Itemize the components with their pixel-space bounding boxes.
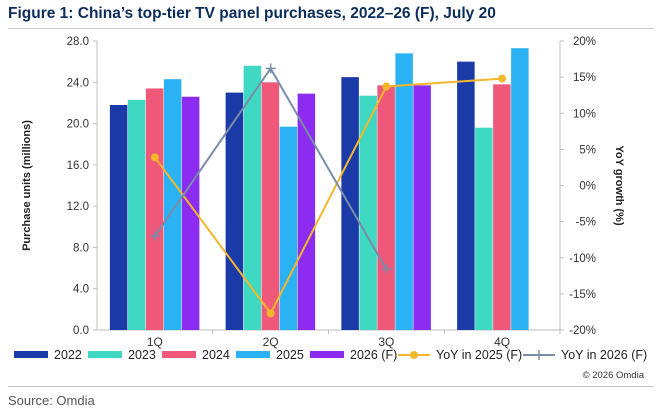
x-tick-label: 4Q [494,335,510,349]
bar [341,77,359,330]
y-axis-title: Purchase units (millions) [21,120,33,251]
legend-swatch [88,351,122,358]
figure-title: Figure 1: China’s top-tier TV panel purc… [8,5,496,22]
y2-tick-label: 0% [579,181,596,193]
bar [243,65,262,331]
y2-tick-label: 20% [573,36,596,48]
bar [261,82,280,331]
y2-tick-label: -20% [569,325,596,337]
y-tick-label: 28.0 [67,36,89,48]
legend-label: YoY in 2025 (F) [436,348,522,362]
x-tick-label: 2Q [263,335,279,349]
bar [297,93,316,330]
legend-marker [410,351,418,359]
bar [127,99,146,330]
legend-swatch [310,351,344,358]
bar [145,88,164,330]
y-tick-label: 4.0 [73,284,89,296]
y-tick-label: 0.0 [73,325,89,337]
bar [457,61,475,331]
y2-axis-title: YoY growth (%) [613,145,625,226]
y-tick-label: 16.0 [67,160,89,172]
bar [377,85,395,330]
footer-rule [8,386,654,387]
bar [359,95,377,330]
legend-label: 2023 [128,348,156,362]
bar [395,53,413,331]
copyright-note: © 2026 Omdia [583,370,645,381]
x-tick-label: 3Q [378,335,394,349]
y2-tick-label: -5% [576,217,596,229]
bar [181,96,200,330]
series-line [154,77,503,316]
x-tick-label: 1Q [147,335,163,349]
bar [493,84,511,330]
legend-label: 2026 (F) [350,348,397,362]
bar [163,79,182,330]
y-tick-label: 8.0 [73,242,89,254]
line-point [498,74,507,83]
y2-tick-label: 10% [573,108,596,120]
bar [511,48,529,330]
legend-label: 2025 [276,348,304,362]
title-rule [8,28,654,29]
y2-tick-label: -15% [569,289,596,301]
source-note: Source: Omdia [8,393,95,408]
bar [413,85,431,330]
y-tick-label: 20.0 [67,119,89,131]
line-point [266,309,275,318]
line-point [382,82,391,91]
y2-tick-label: 5% [579,144,596,156]
y-tick-label: 24.0 [67,77,89,89]
legend-swatch [162,351,196,358]
legend-label: YoY in 2026 (F) [561,348,647,362]
y2-tick-label: 15% [573,72,596,84]
legend-swatch [14,351,48,358]
bar [279,126,298,331]
legend-label: 2022 [54,348,82,362]
y-tick-label: 12.0 [67,201,89,213]
bar [475,127,493,330]
y2-tick-label: -10% [569,253,596,265]
line-point [150,153,159,162]
chart: 0.0 4.0 8.0 12.0 16.0 20.0 24.0 28.0 -20% -15% -10… [14,36,647,381]
bar [109,104,128,330]
legend-label: 2024 [202,348,230,362]
legend-swatch [236,351,270,358]
